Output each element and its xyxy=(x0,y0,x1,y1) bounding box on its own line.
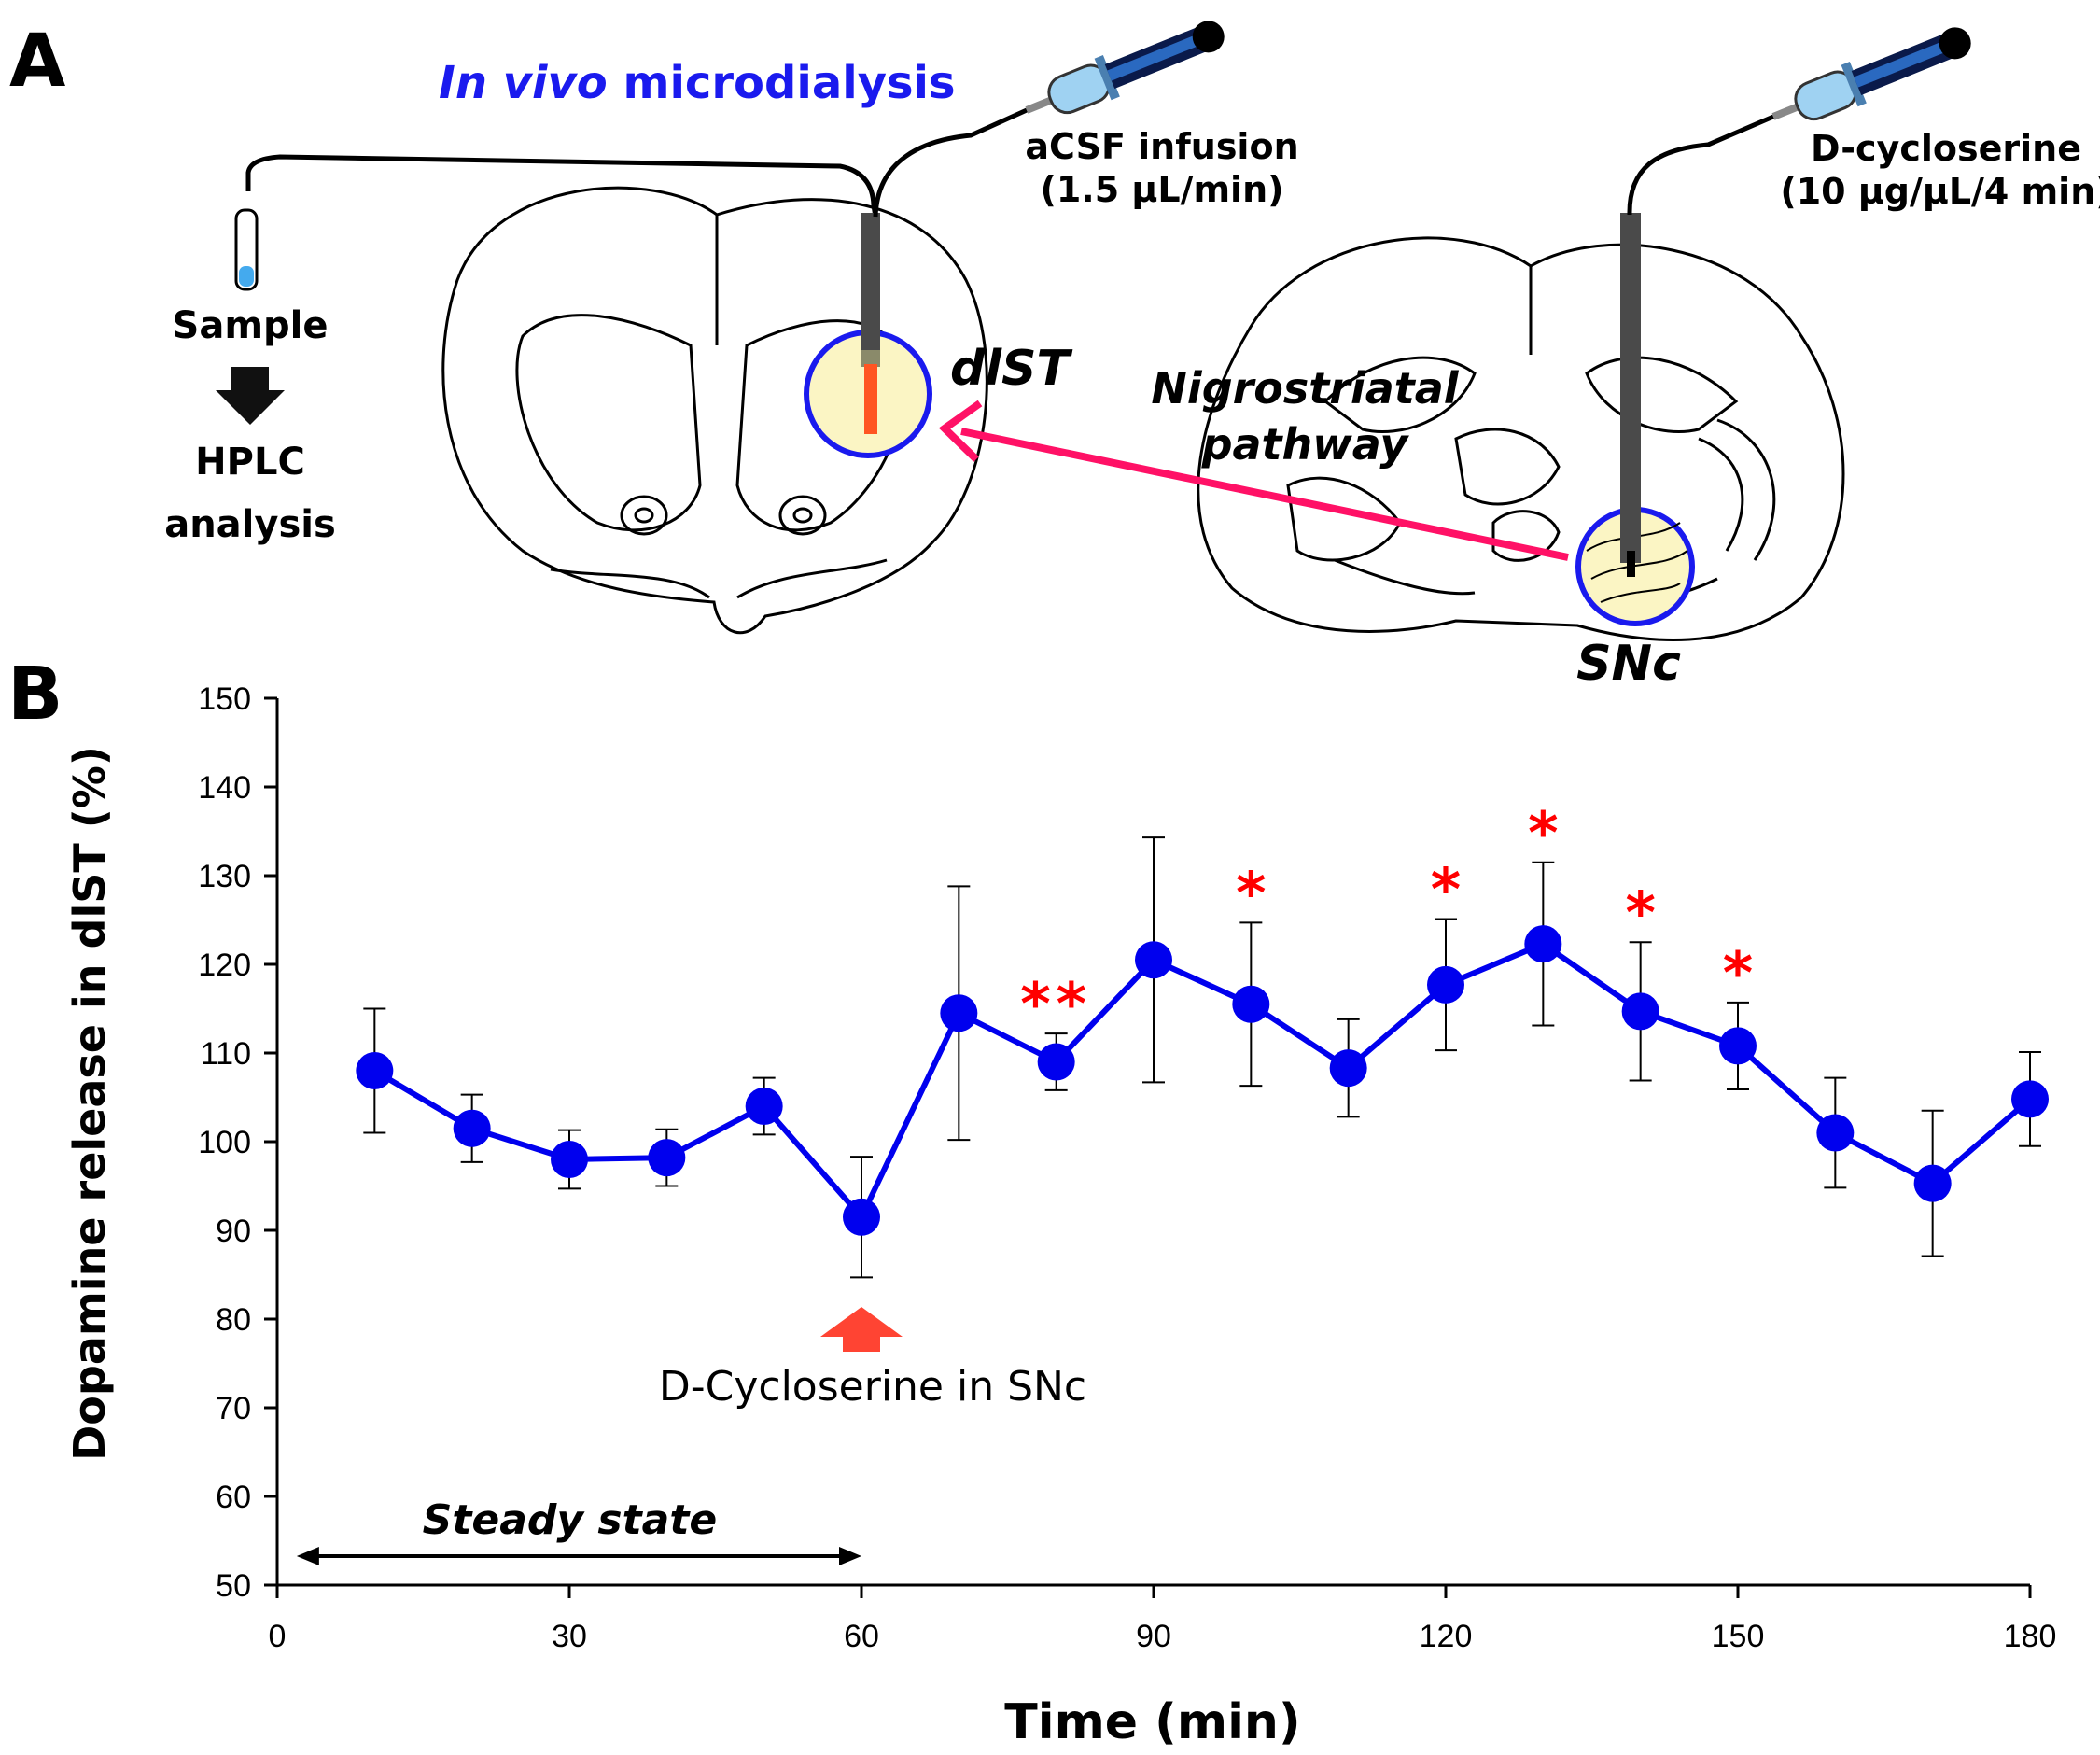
y-tick-label: 70 xyxy=(216,1391,251,1426)
data-point xyxy=(1232,985,1270,1023)
significance-marker: * xyxy=(1431,856,1461,924)
y-axis-label: Dopamine release in dlST (%) xyxy=(64,746,115,1461)
snc-label: SNc xyxy=(1576,636,1681,692)
chart-series xyxy=(356,836,2049,1279)
data-point xyxy=(2011,1080,2049,1118)
data-point xyxy=(551,1141,588,1178)
x-tick-label: 150 xyxy=(1712,1619,1765,1654)
syringe-icon-1 xyxy=(1025,21,1225,115)
tubing xyxy=(245,154,878,218)
y-tick-label: 140 xyxy=(198,770,251,806)
hplc-label-2: analysis xyxy=(164,503,336,546)
y-tick-label: 50 xyxy=(216,1568,251,1604)
panel-b-label: B xyxy=(7,653,63,737)
data-point xyxy=(453,1109,491,1147)
panel-b: B 50 60 70 80 90 100 110 120 130 140 150 0 30 60 90 120… xyxy=(7,653,2056,1750)
syringe-icon-2 xyxy=(1771,27,1971,121)
y-tick-label: 150 xyxy=(198,681,251,717)
hplc-label-1: HPLC xyxy=(195,441,305,484)
steady-state-arrowhead-right-icon xyxy=(839,1547,861,1565)
data-point xyxy=(356,1052,394,1089)
steady-state-arrowhead-left-icon xyxy=(296,1547,319,1565)
data-point xyxy=(1913,1164,1952,1202)
data-point xyxy=(1719,1027,1757,1065)
y-tick-label: 100 xyxy=(198,1125,251,1160)
probe-tip-shaft xyxy=(861,350,880,367)
brain-section-striatum xyxy=(441,186,988,635)
syringe2-line xyxy=(1627,114,1774,216)
significance-marker: ** xyxy=(1020,970,1092,1038)
steady-state-label: Steady state xyxy=(423,1496,718,1544)
significance-marker: * xyxy=(1236,859,1266,927)
panel-a-label: A xyxy=(9,20,65,104)
data-point xyxy=(940,994,978,1032)
y-tick-label: 120 xyxy=(198,948,251,983)
data-point xyxy=(745,1088,783,1125)
probe-snc-tip xyxy=(1627,551,1635,577)
treatment-arrow-icon xyxy=(820,1307,903,1352)
x-tick-label: 60 xyxy=(844,1619,879,1654)
probe-striatum xyxy=(861,213,880,362)
data-point xyxy=(1329,1049,1367,1088)
x-tick-label: 0 xyxy=(269,1619,287,1654)
down-arrow-icon xyxy=(216,367,285,425)
nigrostriatal-arrow-line xyxy=(960,428,1569,561)
syringe1-line xyxy=(873,107,1029,218)
y-tick-label: 110 xyxy=(201,1036,251,1072)
x-axis-label: Time (min) xyxy=(1004,1694,1300,1750)
sample-tube-icon xyxy=(234,208,259,291)
panel-a: A In vivo microdialysis Sample HPLC anal… xyxy=(9,20,2100,692)
x-tick-label: 120 xyxy=(1420,1619,1473,1654)
significance-marker: * xyxy=(1723,939,1753,1007)
data-point xyxy=(1524,925,1562,963)
x-tick-label: 180 xyxy=(2004,1619,2057,1654)
drug-label-1: D-cycloserine xyxy=(1811,128,2081,169)
treatment-label: D-Cycloserine in SNc xyxy=(659,1363,1086,1411)
series-line xyxy=(372,941,2032,1220)
drug-label-2: (10 μg/μL/4 min) xyxy=(1780,171,2100,212)
significance-marker: * xyxy=(1625,878,1655,947)
title-rest-part: microdialysis xyxy=(608,57,956,109)
probe-membrane xyxy=(864,364,877,434)
infusion-label-1: aCSF infusion xyxy=(1025,126,1298,167)
y-tick-label: 130 xyxy=(198,859,251,894)
chart-significance: *** **** xyxy=(1020,799,1753,1038)
data-point xyxy=(648,1139,686,1177)
significance-marker: * xyxy=(1528,799,1558,867)
dlst-label: dlST xyxy=(950,341,1072,397)
infusion-label-2: (1.5 μL/min) xyxy=(1040,169,1283,210)
x-tick-label: 30 xyxy=(552,1619,587,1654)
chart-axes: 50 60 70 80 90 100 110 120 130 140 150 0 30 60 90 120 15… xyxy=(198,681,2056,1654)
x-tick-label: 90 xyxy=(1136,1619,1171,1654)
title-italic-part: In vivo xyxy=(439,57,608,109)
data-point xyxy=(1427,965,1464,1004)
y-tick-label: 80 xyxy=(216,1302,251,1338)
nigrostriatal-arrowhead-icon xyxy=(938,400,983,462)
pathway-label-1: Nigrostriatal xyxy=(1151,363,1459,414)
data-point xyxy=(1037,1043,1075,1081)
data-point xyxy=(1621,992,1659,1031)
sample-label: Sample xyxy=(173,304,329,347)
microdialysis-title: In vivo microdialysis xyxy=(439,57,956,109)
y-tick-label: 90 xyxy=(216,1214,251,1249)
data-point xyxy=(843,1198,880,1236)
y-tick-label: 60 xyxy=(216,1480,251,1515)
data-point xyxy=(1816,1114,1855,1152)
data-point xyxy=(1135,941,1172,979)
pathway-label-2: pathway xyxy=(1201,419,1410,470)
probe-snc xyxy=(1620,213,1641,563)
chart-annotations: Steady state D-Cycloserine in SNc xyxy=(296,1307,1086,1565)
